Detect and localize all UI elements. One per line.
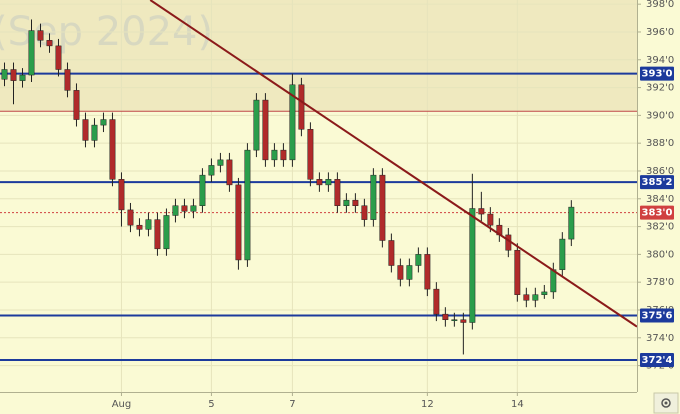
x-tick-label: 14 (511, 399, 524, 410)
candle-body (55, 45, 62, 70)
candle-body (532, 294, 539, 301)
candle-body (379, 174, 386, 241)
trend-line (149, 0, 638, 328)
y-tick-label: 396'0 (646, 27, 674, 38)
level-badge (640, 205, 674, 220)
candle-body (82, 119, 89, 141)
candle-body (550, 269, 557, 293)
candle-body (559, 238, 566, 270)
level-badge (640, 353, 674, 368)
candle-body (100, 119, 107, 126)
candle-body (73, 90, 80, 120)
candle-body (397, 265, 404, 280)
candle-body (388, 240, 395, 266)
candle-body (541, 291, 548, 295)
candle-body (244, 149, 251, 261)
y-tick-label: 380'0 (646, 249, 674, 260)
candle-body (136, 224, 143, 230)
candle-body (415, 254, 422, 266)
candle-body (91, 124, 98, 141)
candle-body (442, 313, 449, 320)
x-tick-label: 7 (289, 399, 295, 410)
settings-icon[interactable] (653, 392, 679, 414)
candle-body (334, 179, 341, 206)
candle-body (523, 294, 530, 301)
level-badge (640, 308, 674, 323)
candle-body (217, 159, 224, 166)
candle-body (37, 30, 44, 41)
candle-body (424, 254, 431, 290)
candle-body (181, 205, 188, 212)
candle-body (208, 165, 215, 176)
candle-body (46, 40, 53, 47)
y-tick-label: 388'0 (646, 138, 674, 149)
y-tick-label: 378'0 (646, 277, 674, 288)
candle-body (325, 179, 332, 186)
candle-body (460, 319, 467, 323)
level-label: 383'0 (642, 208, 673, 219)
candle-body (433, 288, 440, 315)
candle-body (172, 205, 179, 216)
candle-body (253, 99, 260, 151)
candle-body (406, 265, 413, 280)
candle-body (118, 179, 125, 211)
candle-body (109, 119, 116, 180)
candle-body (280, 149, 287, 161)
level-label: 393'0 (642, 69, 673, 80)
y-tick-label: 394'0 (646, 55, 674, 66)
y-tick-label: 382'0 (646, 222, 674, 233)
candle-body (451, 319, 458, 321)
candle-body (343, 199, 350, 206)
candle-body (289, 84, 296, 161)
y-tick-label: 392'0 (646, 83, 674, 94)
candle-body (352, 199, 359, 206)
candle-body (298, 84, 305, 130)
level-label: 375'6 (642, 311, 673, 322)
candle-body (271, 149, 278, 161)
candle-body (361, 205, 368, 220)
x-tick-label: Aug (112, 399, 132, 410)
candle-body (10, 69, 17, 81)
candle-body (190, 205, 197, 212)
level-badge (640, 66, 674, 81)
candle-body (226, 159, 233, 186)
level-label: 385'2 (642, 177, 673, 188)
candle-body (469, 208, 476, 323)
plot-area: (Sep 2024) (0, 0, 638, 392)
candle-body (316, 179, 323, 186)
candle-body (307, 129, 314, 180)
candle-body (127, 209, 134, 226)
candle-body (568, 206, 575, 240)
y-tick-label: 384'0 (646, 194, 674, 205)
candle-body (1, 69, 8, 80)
candle-body (163, 215, 170, 250)
y-tick-label: 374'0 (646, 333, 674, 344)
level-label: 372'4 (642, 355, 673, 366)
candle-body (478, 208, 485, 215)
candle-body (514, 249, 521, 295)
candle-body (370, 174, 377, 220)
level-badge (640, 175, 674, 190)
x-tick-label: 5 (208, 399, 214, 410)
shaded-zone (0, 0, 637, 112)
candle-body (235, 184, 242, 261)
x-tick-label: 12 (421, 399, 434, 410)
candle-body (64, 69, 71, 91)
candle-body (145, 219, 152, 230)
candle-body (262, 99, 269, 161)
y-tick-label: 386'0 (646, 166, 674, 177)
y-tick-label: 398'0 (646, 0, 674, 10)
candle-body (154, 219, 161, 250)
y-tick-label: 390'0 (646, 110, 674, 121)
candle-body (199, 174, 206, 206)
candle-body (28, 30, 35, 76)
candle-body (487, 213, 494, 226)
candle-body (19, 74, 26, 81)
